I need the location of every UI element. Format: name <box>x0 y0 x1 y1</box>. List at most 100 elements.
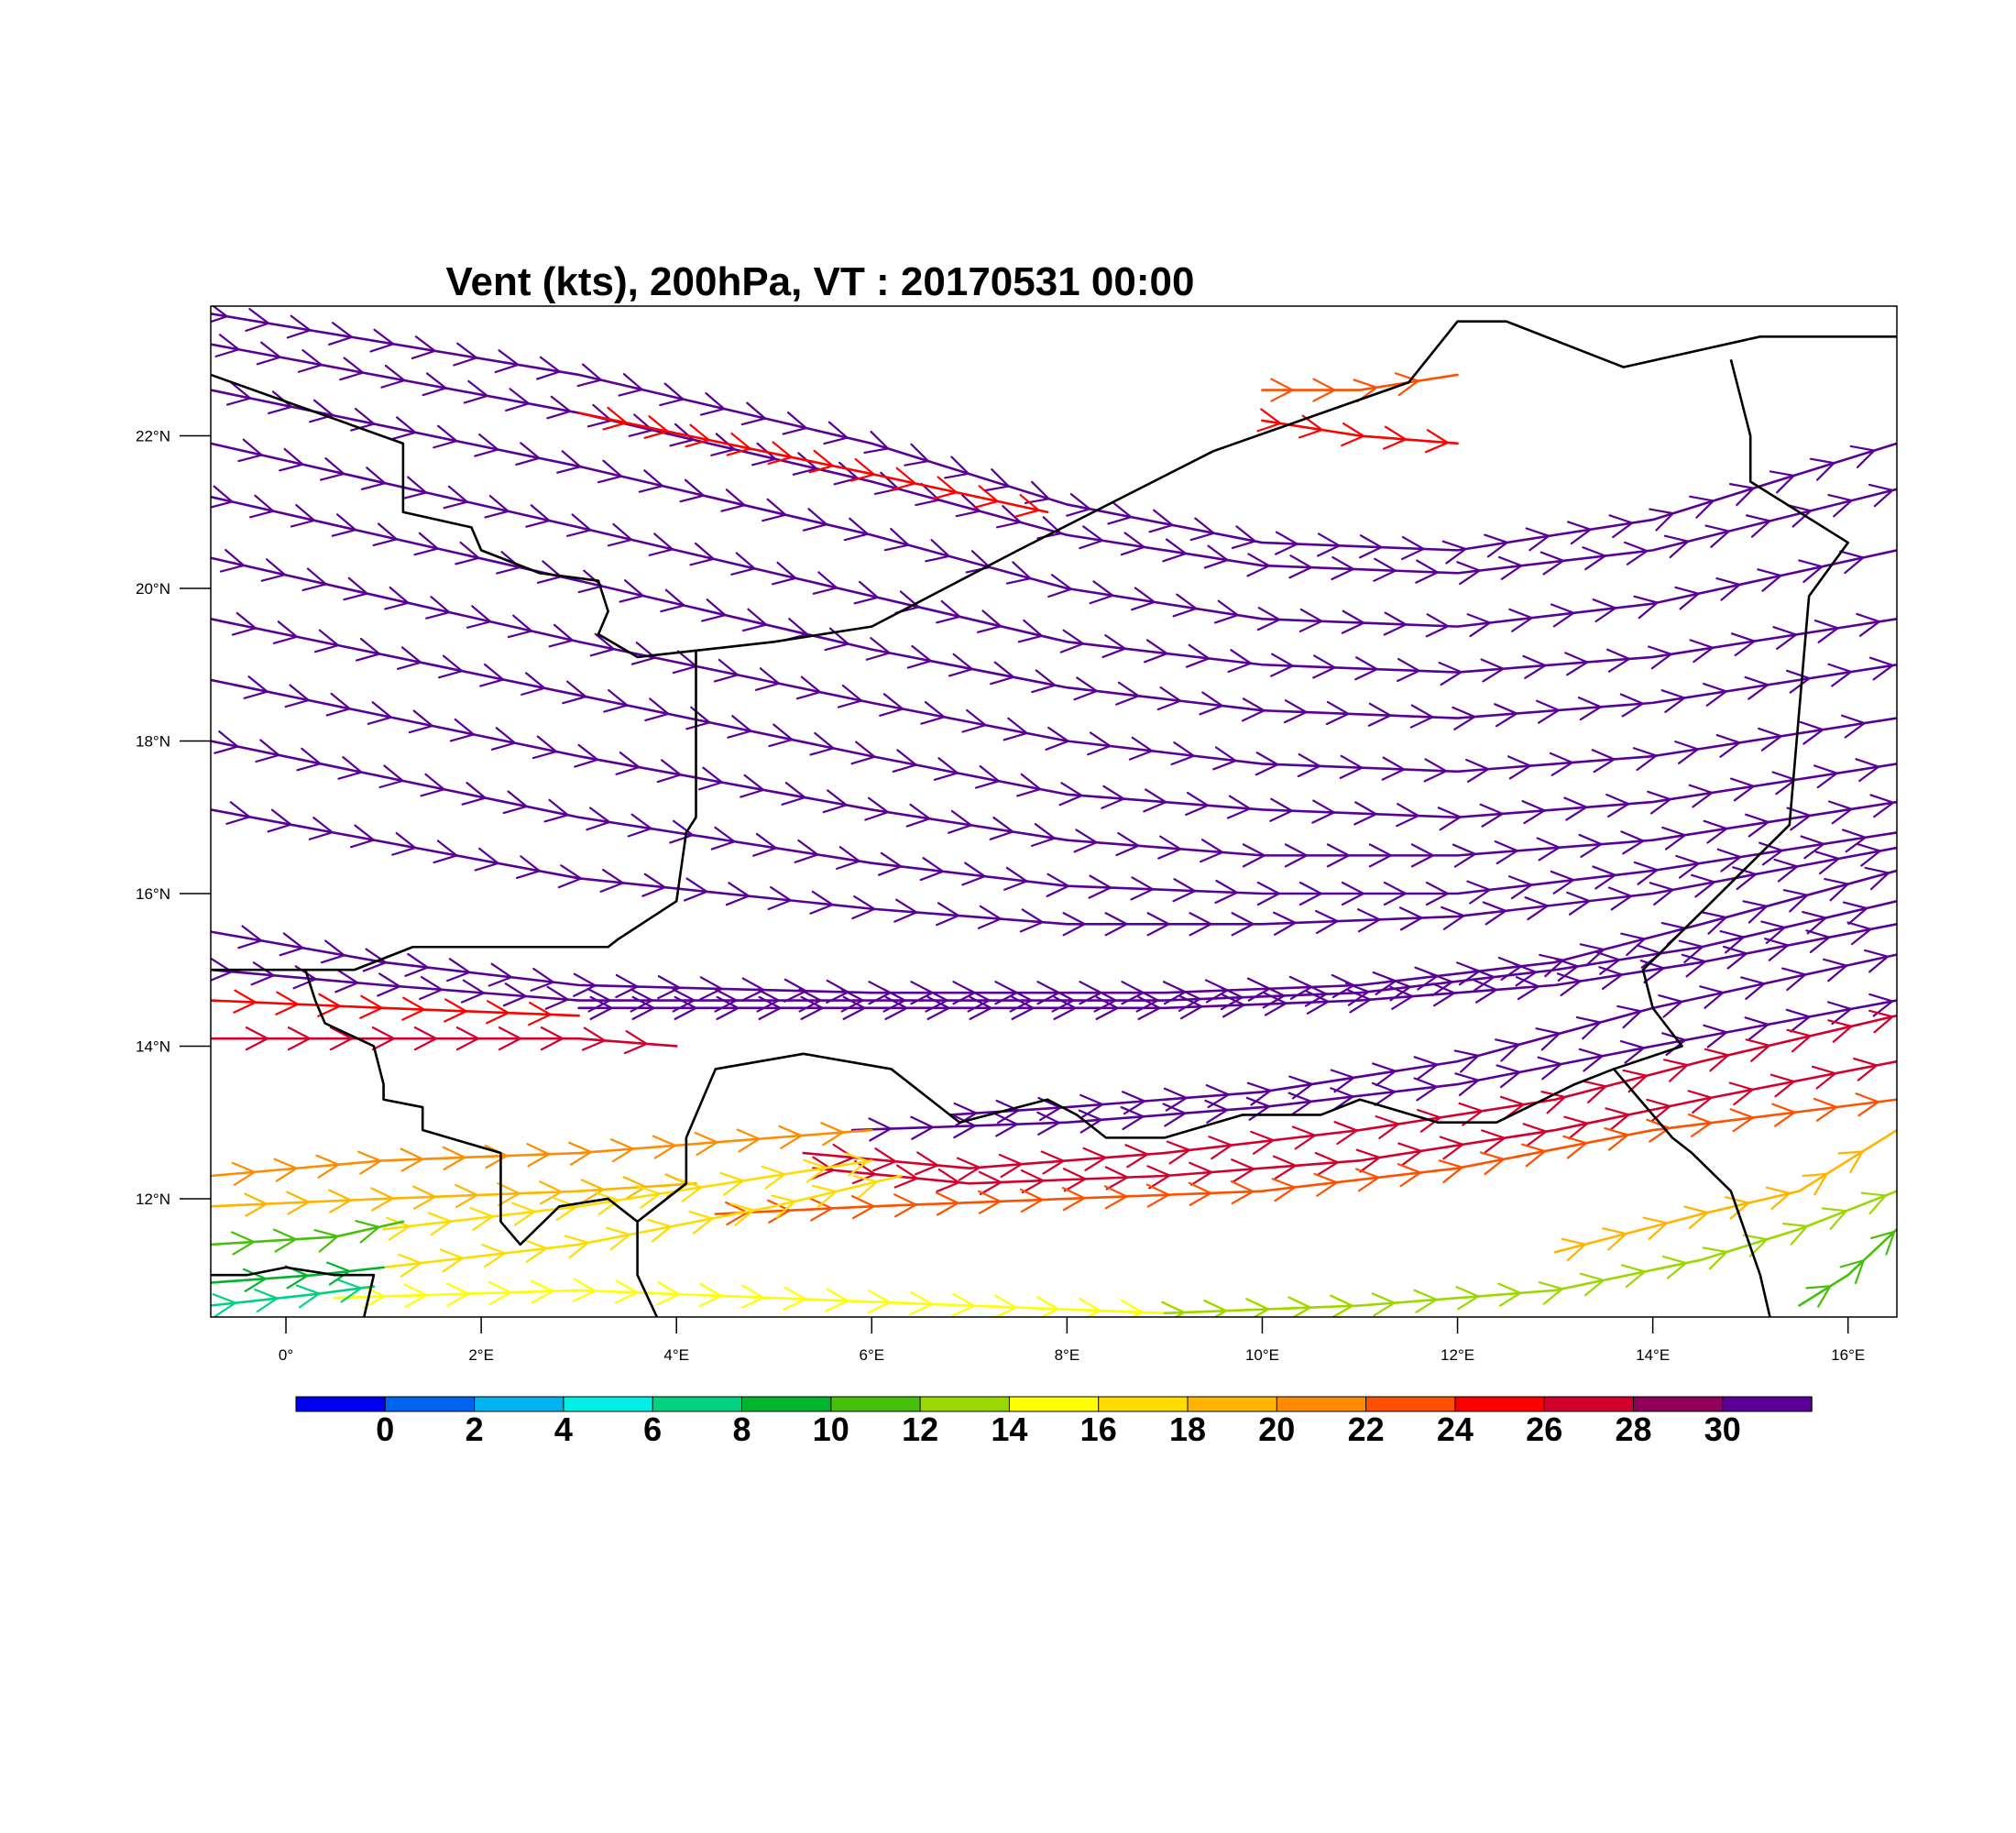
colorbar-swatch <box>1633 1397 1724 1411</box>
colorbar-swatch <box>652 1397 742 1411</box>
streamline-arrow <box>1314 1151 1341 1177</box>
streamline-arrow <box>1508 608 1535 632</box>
streamline-arrow <box>530 967 556 992</box>
streamline-arrow <box>1185 643 1211 668</box>
streamline-arrow <box>1868 993 1895 1017</box>
streamline-arrow <box>308 817 335 840</box>
streamline-arrow <box>349 824 377 849</box>
streamline-arrow <box>641 873 667 897</box>
streamline-arrow <box>1742 900 1769 924</box>
streamline-arrow <box>1813 619 1840 643</box>
streamline-arrow <box>1425 613 1451 638</box>
streamline-arrow <box>1466 613 1493 638</box>
streamline-arrow <box>1633 595 1660 620</box>
streamline-path <box>211 389 1897 628</box>
streamline-arrow <box>844 1152 871 1177</box>
streamline-arrow <box>1131 587 1157 611</box>
streamline-arrow <box>767 1199 793 1224</box>
streamline-arrow <box>250 961 277 986</box>
streamline-arrow <box>1581 1080 1608 1103</box>
streamline-arrow <box>697 766 725 791</box>
streamline-arrow <box>1383 611 1408 636</box>
streamline-arrow <box>754 667 782 691</box>
streamline-arrow <box>1566 891 1592 916</box>
streamline-arrow <box>315 1154 341 1179</box>
streamline-path <box>211 343 1897 575</box>
streamline-arrow <box>296 747 323 772</box>
streamline-arrow <box>1137 995 1163 1020</box>
streamline-arrow <box>1121 1091 1147 1115</box>
streamline-arrow <box>1802 910 1828 935</box>
streamline-arrow <box>1728 1081 1756 1106</box>
streamline-arrow <box>490 727 518 751</box>
streamline-arrow <box>630 642 658 665</box>
streamline <box>211 675 1897 868</box>
streamline-arrow <box>1840 714 1868 739</box>
streamline-arrow <box>1497 1282 1523 1307</box>
streamline-arrow <box>1764 938 1791 961</box>
streamline-arrow <box>1298 881 1324 906</box>
streamline-arrow <box>684 877 709 902</box>
streamline-arrow <box>794 839 820 863</box>
streamline-arrow <box>679 478 707 503</box>
streamline-arrow <box>466 605 493 629</box>
streamline-arrow <box>326 1261 352 1286</box>
streamline-arrow <box>546 395 573 420</box>
streamline-arrow <box>822 789 849 814</box>
streamline-arrow <box>1061 1187 1087 1212</box>
streamline-arrow <box>973 485 1000 509</box>
streamline-arrow <box>1170 741 1197 766</box>
streamline-arrow <box>1633 861 1660 885</box>
streamline-arrow <box>256 341 283 366</box>
streamline-arrow <box>1536 699 1561 724</box>
streamline-arrow <box>1330 1294 1355 1317</box>
colorbar-swatch <box>920 1397 1010 1411</box>
streamline-arrow <box>279 447 305 472</box>
streamline-arrow <box>1773 858 1800 883</box>
streamline-arrow <box>357 1150 383 1175</box>
streamline-arrow <box>868 1117 893 1142</box>
streamline-arrow <box>1199 691 1225 716</box>
streamline-arrow <box>248 494 276 519</box>
streamline-arrow <box>891 466 918 491</box>
streamline-arrow <box>1413 1289 1439 1313</box>
streamline-arrow <box>1011 995 1036 1020</box>
colorbar-label: 0 <box>376 1410 394 1448</box>
figure-title: Vent (kts), 200hPa, VT : 20170531 00:00 <box>446 259 1195 304</box>
streamline-arrow <box>1575 1015 1603 1040</box>
streamline-arrow <box>1699 985 1726 1009</box>
lon-tick-label: 4°E <box>663 1346 689 1364</box>
streamline-arrow <box>865 637 893 661</box>
streamline-arrow <box>372 522 400 547</box>
streamline-arrow <box>1647 790 1673 815</box>
colorbar-swatch <box>1722 1397 1813 1411</box>
streamline-arrow <box>531 735 559 760</box>
streamline-arrow <box>688 1210 715 1235</box>
streamline-arrow <box>719 1171 746 1196</box>
streamline-arrow <box>557 864 584 889</box>
streamline-arrow <box>1415 559 1441 584</box>
streamline-arrow <box>1604 1126 1630 1151</box>
streamline-arrow <box>1330 1069 1356 1093</box>
streamline-arrow <box>1425 881 1451 906</box>
streamline-arrow <box>993 1294 1019 1317</box>
streamline-arrow <box>1646 1098 1672 1123</box>
streamline-arrow <box>1869 794 1896 818</box>
streamline-arrow <box>1341 422 1366 447</box>
streamline-arrow <box>726 432 752 456</box>
streamline-arrow <box>1367 702 1393 727</box>
streamline-arrow <box>1144 639 1169 664</box>
streamline-arrow <box>564 1235 591 1259</box>
streamline-arrow <box>1437 807 1463 831</box>
streamline-arrow <box>851 1195 877 1220</box>
streamline-arrow <box>1620 932 1647 957</box>
streamline-arrow <box>1524 896 1550 921</box>
streamline-arrow <box>1658 993 1684 1018</box>
streamline-arrow <box>727 715 753 739</box>
streamline-arrow <box>400 1147 425 1172</box>
streamline-arrow <box>1578 1048 1605 1072</box>
streamline-arrow <box>699 976 724 1001</box>
latitude-axis: 12°N 14°N 16°N 18°N 20°N 22°N <box>136 428 211 1208</box>
streamline-arrow <box>1079 1298 1103 1317</box>
streamline-arrow <box>1772 626 1799 651</box>
